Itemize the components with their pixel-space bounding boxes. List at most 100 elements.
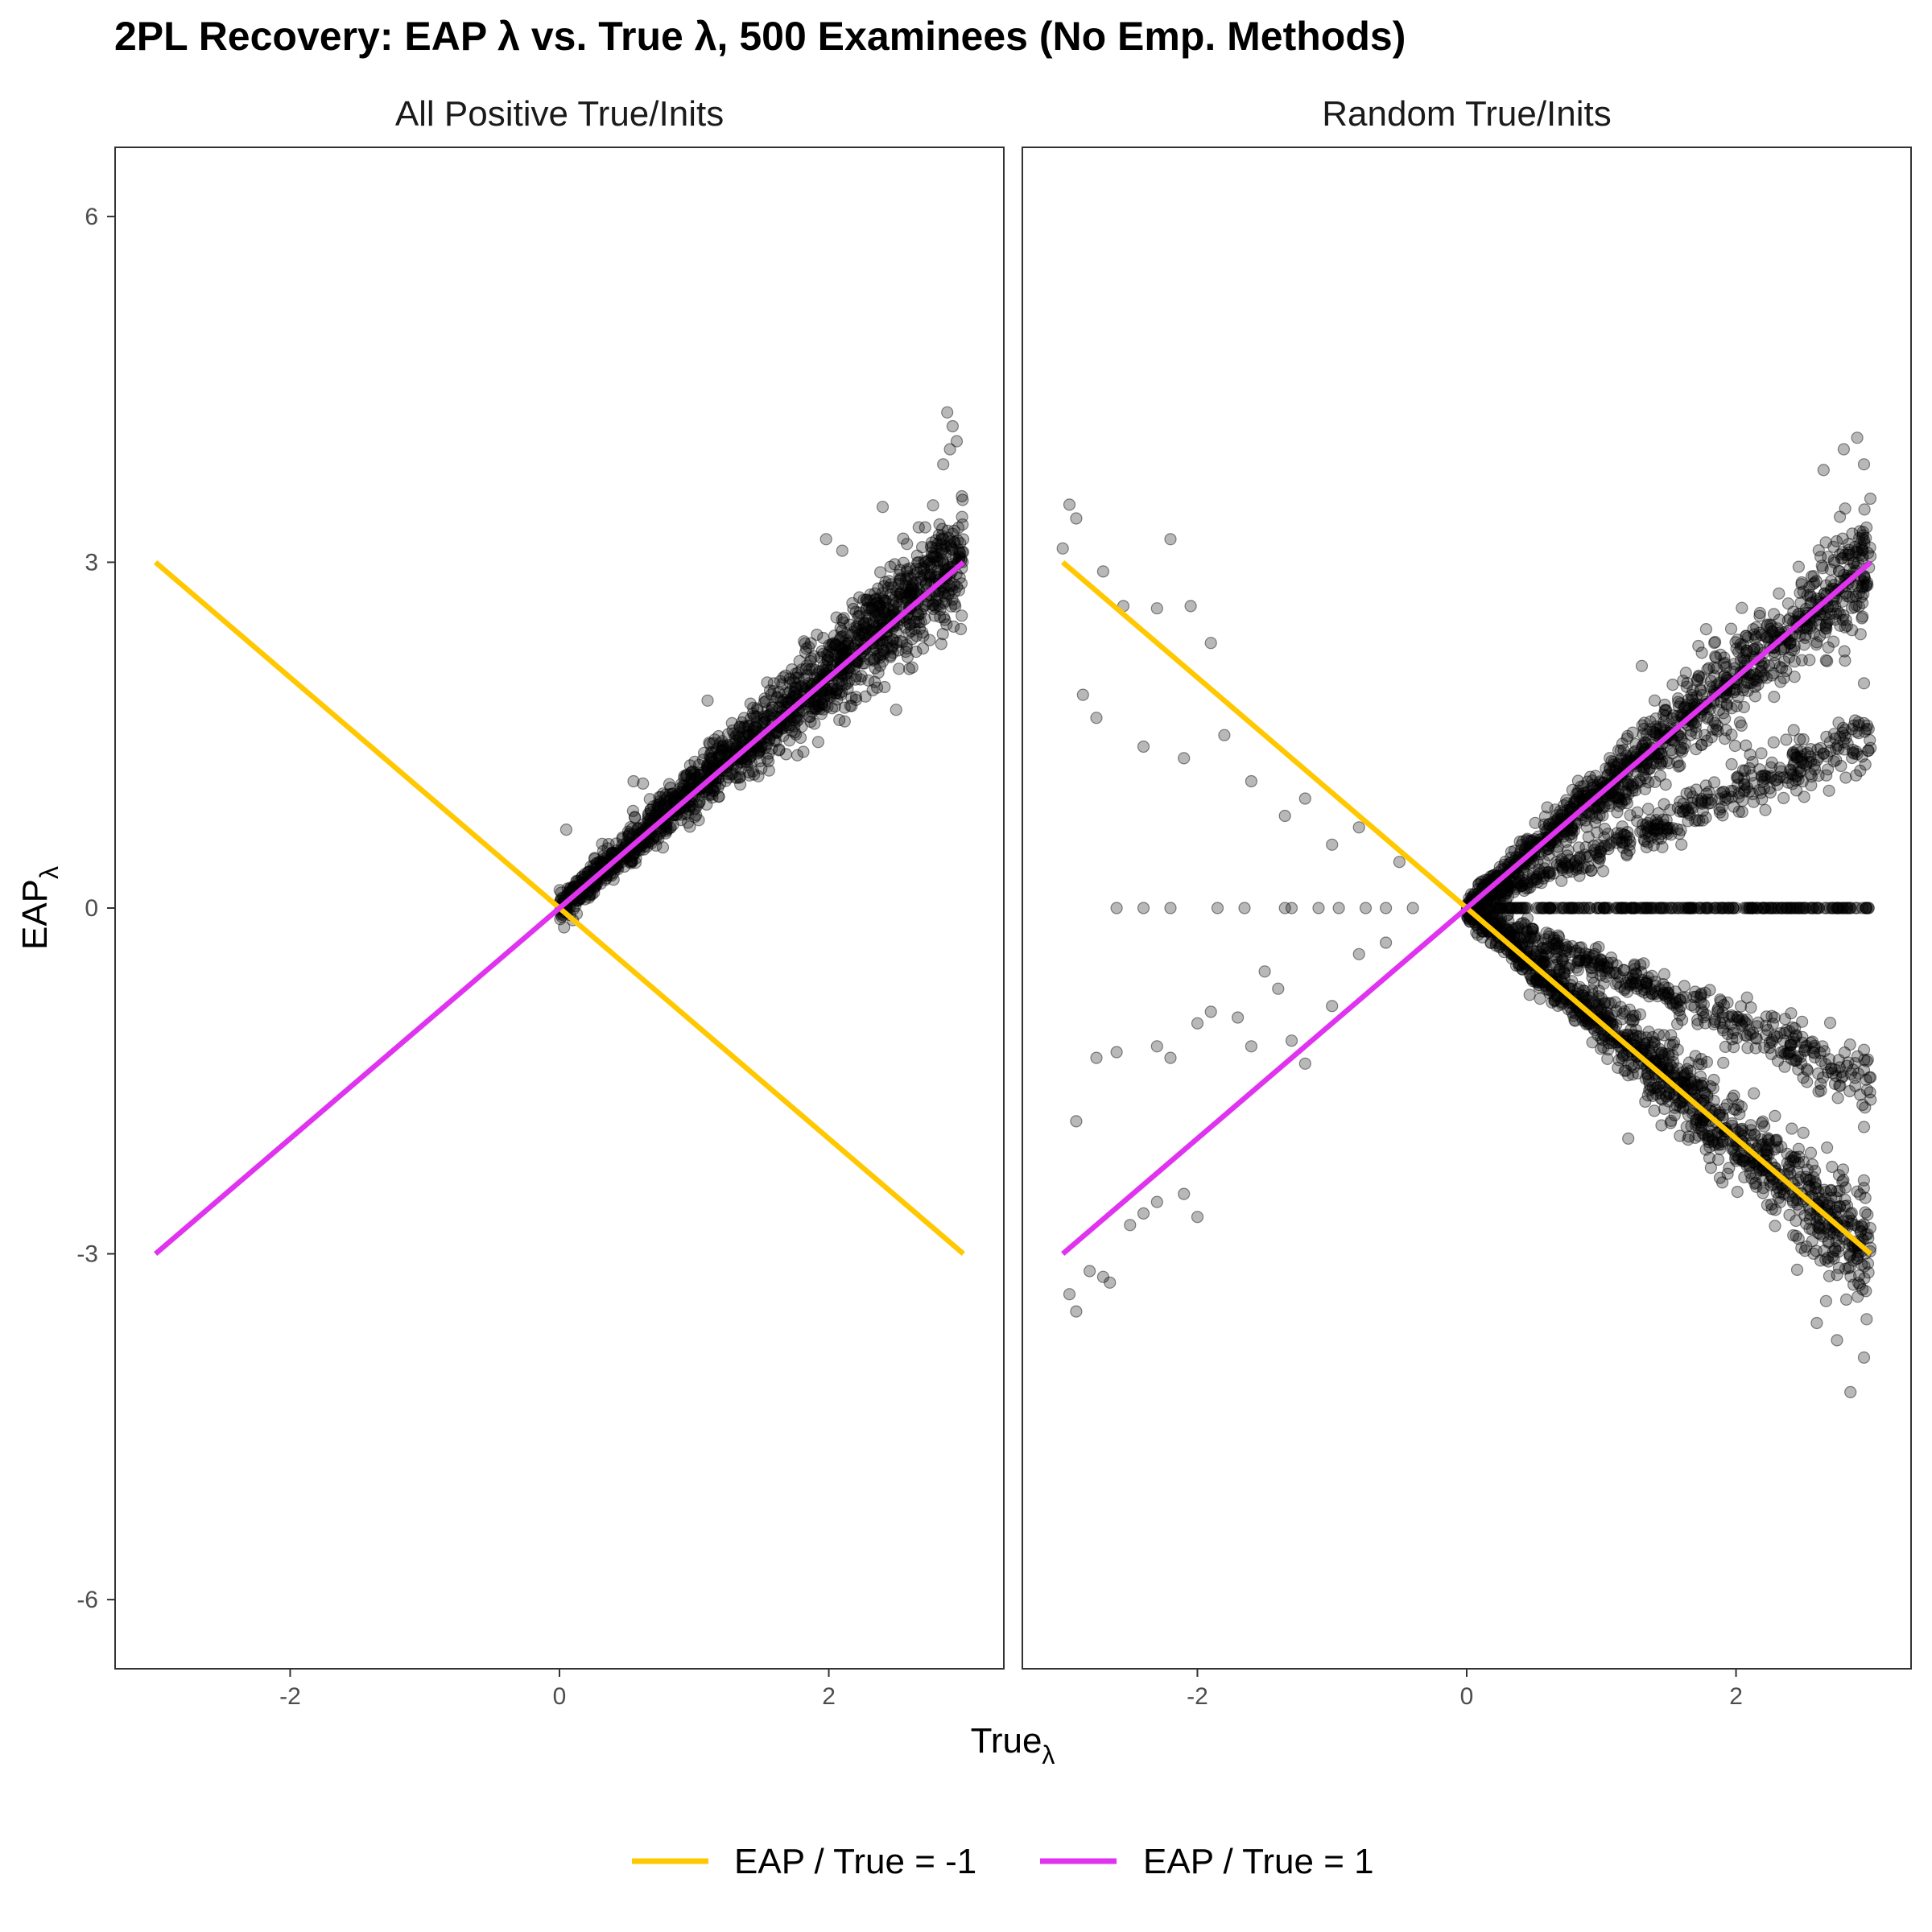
- data-point: [799, 642, 813, 655]
- scatter-points: [1056, 431, 1877, 1399]
- data-point: [711, 742, 724, 755]
- data-point: [826, 682, 840, 695]
- data-point: [678, 770, 691, 782]
- data-point: [744, 750, 757, 763]
- data-point: [902, 663, 916, 675]
- data-point: [1678, 701, 1692, 714]
- data-point: [601, 850, 614, 863]
- data-point: [790, 728, 803, 741]
- data-point: [1579, 786, 1592, 799]
- data-point: [686, 765, 700, 778]
- data-point: [668, 791, 682, 803]
- data-point: [1654, 722, 1667, 735]
- data-point: [1695, 688, 1708, 702]
- data-point: [1481, 893, 1494, 906]
- data-point: [943, 443, 956, 456]
- data-point: [1808, 758, 1821, 771]
- data-point: [730, 739, 744, 753]
- data-point: [1846, 624, 1859, 637]
- data-point: [1804, 1208, 1817, 1221]
- data-point: [1819, 654, 1832, 667]
- data-point: [901, 563, 914, 576]
- data-point: [1768, 690, 1781, 704]
- data-point: [1591, 801, 1604, 814]
- data-point: [657, 799, 670, 811]
- data-point: [572, 874, 585, 887]
- data-point: [653, 795, 666, 808]
- data-point: [835, 650, 848, 663]
- data-point: [1680, 680, 1693, 693]
- data-point: [1686, 684, 1699, 697]
- data-point: [1819, 620, 1832, 633]
- data-point: [842, 637, 855, 650]
- data-point: [1807, 627, 1820, 640]
- data-point: [597, 844, 610, 857]
- data-point: [706, 791, 719, 804]
- data-point: [937, 555, 950, 568]
- data-point: [766, 742, 778, 755]
- data-point: [911, 608, 924, 621]
- data-point: [758, 710, 770, 723]
- data-point: [584, 865, 597, 877]
- data-point: [1748, 1177, 1761, 1191]
- data-point: [1843, 1084, 1856, 1098]
- data-point: [1804, 588, 1817, 601]
- data-point: [850, 670, 863, 683]
- reference-line-pos1: [154, 559, 965, 1257]
- data-point: [914, 607, 927, 621]
- data-point: [931, 564, 944, 577]
- data-point: [1764, 786, 1777, 799]
- data-point: [1675, 745, 1688, 758]
- data-point: [1570, 787, 1583, 800]
- data-point: [877, 580, 890, 593]
- data-point: [1773, 613, 1785, 626]
- data-point: [904, 584, 917, 597]
- data-point: [832, 687, 846, 700]
- data-point: [1633, 774, 1646, 786]
- data-point: [1621, 775, 1634, 788]
- data-point: [1843, 563, 1856, 576]
- data-point: [1598, 822, 1612, 836]
- data-point: [784, 714, 797, 727]
- data-point: [1778, 655, 1791, 668]
- data-point: [702, 759, 715, 772]
- data-point: [933, 600, 946, 613]
- data-point: [904, 572, 917, 584]
- data-point: [1686, 691, 1699, 704]
- data-point: [942, 531, 956, 545]
- data-point: [912, 582, 925, 596]
- data-point: [1743, 762, 1756, 775]
- data-point: [1715, 696, 1728, 708]
- data-point: [1476, 875, 1488, 888]
- data-point: [1841, 590, 1854, 603]
- data-point: [654, 791, 667, 803]
- data-point: [733, 732, 746, 745]
- data-point: [1859, 758, 1872, 771]
- data-point: [588, 852, 601, 865]
- data-point: [1624, 809, 1637, 822]
- data-point: [910, 562, 923, 576]
- data-point: [831, 693, 844, 706]
- data-point: [1768, 608, 1781, 621]
- data-point: [919, 613, 931, 625]
- data-point: [559, 823, 573, 836]
- data-point: [842, 675, 856, 687]
- data-point: [676, 779, 690, 792]
- data-point: [876, 655, 890, 668]
- data-point: [905, 625, 918, 638]
- data-point: [829, 638, 842, 651]
- data-point: [765, 704, 778, 716]
- data-point: [753, 745, 766, 758]
- data-point: [803, 710, 815, 723]
- data-point: [654, 824, 668, 838]
- data-point: [713, 777, 727, 791]
- data-point: [1856, 590, 1868, 603]
- data-point: [916, 626, 929, 639]
- data-point: [815, 697, 829, 711]
- data-point: [651, 801, 665, 814]
- data-point: [710, 751, 723, 765]
- data-point: [1657, 968, 1670, 980]
- data-point: [1547, 815, 1560, 828]
- data-point: [917, 630, 930, 642]
- data-point: [863, 601, 876, 614]
